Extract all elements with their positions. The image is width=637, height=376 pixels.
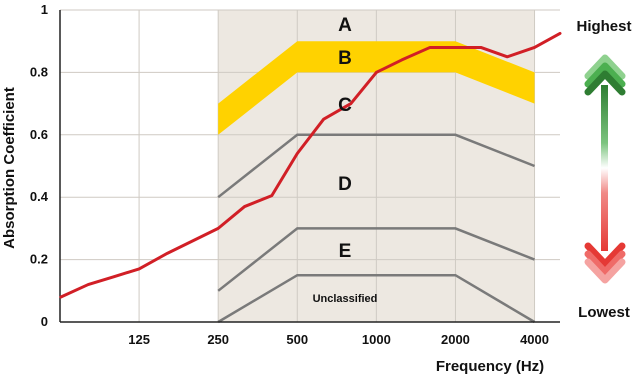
class-b-band bbox=[218, 41, 535, 135]
scale-gradient-bar bbox=[601, 85, 608, 251]
x-tick-label: 125 bbox=[128, 332, 150, 347]
x-tick-label: 4000 bbox=[520, 332, 549, 347]
class-label-c: C bbox=[338, 95, 352, 116]
scale-label-highest: Highest bbox=[576, 18, 631, 35]
y-tick-label: 0.6 bbox=[30, 127, 48, 142]
x-axis-title: Frequency (Hz) bbox=[436, 358, 544, 375]
y-axis-title: Absorption Coefficient bbox=[1, 87, 18, 249]
x-tick-labels: 125 250 500 1000 2000 4000 bbox=[128, 332, 549, 347]
class-label-a: A bbox=[338, 15, 352, 36]
class-label-b: B bbox=[338, 48, 352, 69]
class-label-d: D bbox=[338, 174, 352, 195]
y-tick-label: 0.2 bbox=[30, 252, 48, 267]
x-tick-label: 250 bbox=[207, 332, 229, 347]
y-tick-label: 0.4 bbox=[30, 189, 49, 204]
class-boundary-line bbox=[217, 133, 535, 199]
x-tick-label: 500 bbox=[286, 332, 308, 347]
arrow-up-icon bbox=[584, 54, 626, 96]
class-boundary-lines bbox=[217, 133, 536, 324]
x-tick-label: 2000 bbox=[441, 332, 470, 347]
performance-scale: Highest Lowest bbox=[576, 18, 631, 321]
scale-label-lowest: Lowest bbox=[578, 304, 630, 321]
y-tick-label: 0.8 bbox=[30, 64, 48, 79]
class-boundary-line bbox=[217, 273, 536, 324]
class-label-unclassified: Unclassified bbox=[313, 293, 378, 305]
absorption-curve bbox=[59, 31, 562, 299]
y-tick-label: 0 bbox=[41, 314, 48, 329]
y-tick-label: 1 bbox=[41, 2, 48, 17]
x-tick-label: 1000 bbox=[362, 332, 391, 347]
class-label-e: E bbox=[339, 241, 352, 262]
arrow-down-icon bbox=[584, 242, 626, 284]
y-tick-labels: 0 0.2 0.4 0.6 0.8 1 bbox=[30, 2, 49, 329]
class-boundary-line bbox=[217, 227, 535, 292]
